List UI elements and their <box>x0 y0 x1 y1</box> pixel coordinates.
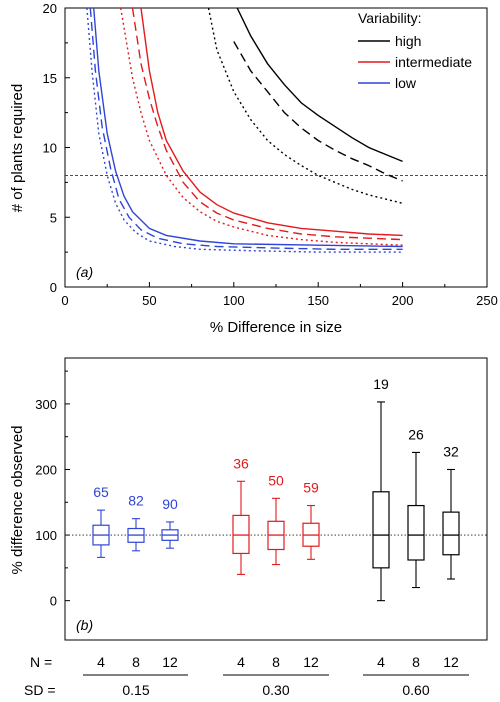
box-plot-item: 59 <box>302 480 320 560</box>
y-tick-label: 5 <box>50 210 57 225</box>
box-count-label: 59 <box>303 480 319 496</box>
legend-title: Variability: <box>358 10 422 26</box>
legend-entry-label: high <box>395 33 421 49</box>
series-line-intermediate-dashed <box>131 8 403 241</box>
box-iqr <box>442 511 460 556</box>
box-plot-item: 50 <box>267 472 285 566</box>
box-count-label: 19 <box>373 376 389 392</box>
x-tick-label: 0 <box>61 293 68 308</box>
box-iqr <box>232 514 250 555</box>
box-iqr <box>407 504 425 561</box>
sd-value: 0.60 <box>402 682 429 698</box>
x-tick-label: 150 <box>307 293 329 308</box>
box-count-label: 50 <box>268 472 284 488</box>
n-value: 4 <box>97 654 105 670</box>
series-line-low-dotted <box>86 8 403 253</box>
n-value: 8 <box>412 654 420 670</box>
n-value: 8 <box>272 654 280 670</box>
n-value: 12 <box>443 654 459 670</box>
n-value: 4 <box>237 654 245 670</box>
y-tick-label: 15 <box>43 71 57 86</box>
panel-b-box-plot: 0 100 200 300 65 82 90 36 50 59 19 26 32 (b) % diff… <box>9 357 488 698</box>
box-plot-item: 19 <box>372 376 390 602</box>
box-plot-item: 36 <box>232 455 250 575</box>
box-plot-item: 32 <box>442 443 460 580</box>
box-count-label: 26 <box>408 426 424 442</box>
n-value: 12 <box>162 654 178 670</box>
sd-row-label: SD = <box>24 682 56 698</box>
box-plot-item: 90 <box>161 496 179 549</box>
n-row-label: N = <box>30 654 52 670</box>
panel-b-plot-frame <box>64 357 488 641</box>
y-tick-label: 10 <box>43 141 57 156</box>
y-tick-label: 20 <box>43 1 57 16</box>
series-line-high-solid <box>236 8 403 163</box>
x-tick-label: 100 <box>223 293 245 308</box>
legend-entry-label: low <box>395 75 417 91</box>
x-tick-label: 250 <box>476 293 498 308</box>
series-line-intermediate-dotted <box>120 8 403 246</box>
legend-entry-label: intermediate <box>395 54 472 70</box>
box-count-label: 90 <box>162 496 178 512</box>
box-iqr <box>372 491 390 569</box>
panel-b-y-axis-label: % difference observed <box>9 426 26 575</box>
box-count-label: 32 <box>443 443 459 459</box>
y-tick-label: 300 <box>35 397 57 412</box>
y-tick-label: 200 <box>35 462 57 477</box>
n-value: 4 <box>377 654 385 670</box>
y-tick-label: 0 <box>50 280 57 295</box>
box-count-label: 36 <box>233 455 249 471</box>
series-line-high-dashed <box>233 41 403 182</box>
y-tick-label: 100 <box>35 528 57 543</box>
x-tick-label: 50 <box>142 293 156 308</box>
panel-b-label: (b) <box>76 617 93 633</box>
box-plot-item: 82 <box>127 493 145 552</box>
x-tick-label: 200 <box>392 293 414 308</box>
series-line-low-dashed <box>89 8 403 250</box>
box-plot-item: 26 <box>407 426 425 589</box>
panel-a-legend: Variability: high intermediate low <box>358 10 472 91</box>
sd-value: 0.30 <box>262 682 289 698</box>
panel-a-x-axis-label: % Difference in size <box>210 319 342 336</box>
y-tick-label: 0 <box>50 594 57 609</box>
series-line-intermediate-solid <box>140 8 403 237</box>
panel-a-line-chart: 0 50 100 150 200 250 0 5 10 15 20 (a) % Difference… <box>9 1 498 336</box>
n-value: 12 <box>303 654 319 670</box>
box-count-label: 65 <box>93 484 109 500</box>
series-line-low-solid <box>93 8 403 248</box>
box-count-label: 82 <box>128 493 144 509</box>
panel-a-label: (a) <box>76 264 93 280</box>
panel-a-y-axis-label: # of plants required <box>9 84 26 212</box>
sd-value: 0.15 <box>122 682 149 698</box>
box-plot-item: 65 <box>92 484 110 558</box>
n-value: 8 <box>132 654 140 670</box>
